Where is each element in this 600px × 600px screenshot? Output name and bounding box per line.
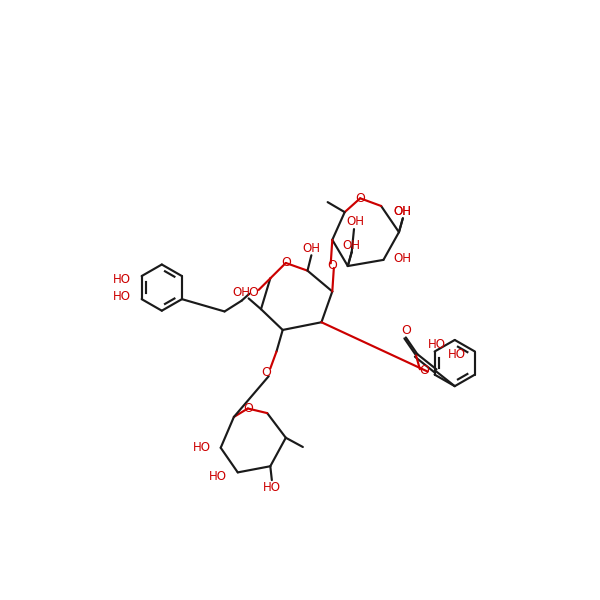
Text: OH: OH [394,205,412,218]
Text: OH: OH [393,252,411,265]
Text: O: O [419,364,430,377]
Text: O: O [281,256,291,269]
Text: HO: HO [263,481,281,494]
Text: OH: OH [347,215,365,228]
Text: HO: HO [113,272,131,286]
Text: O: O [401,324,411,337]
Text: OH: OH [302,242,320,255]
Text: O: O [262,366,271,379]
Text: HO: HO [113,290,131,302]
Text: O: O [243,402,253,415]
Text: OH: OH [394,205,412,218]
Text: HO: HO [448,348,466,361]
Text: OH: OH [343,239,361,252]
Text: HO: HO [193,441,211,454]
Text: O: O [355,192,365,205]
Text: HO: HO [427,338,445,351]
Text: O: O [328,259,337,272]
Text: OH: OH [233,286,251,299]
Text: O: O [248,286,258,299]
Text: HO: HO [209,470,227,483]
